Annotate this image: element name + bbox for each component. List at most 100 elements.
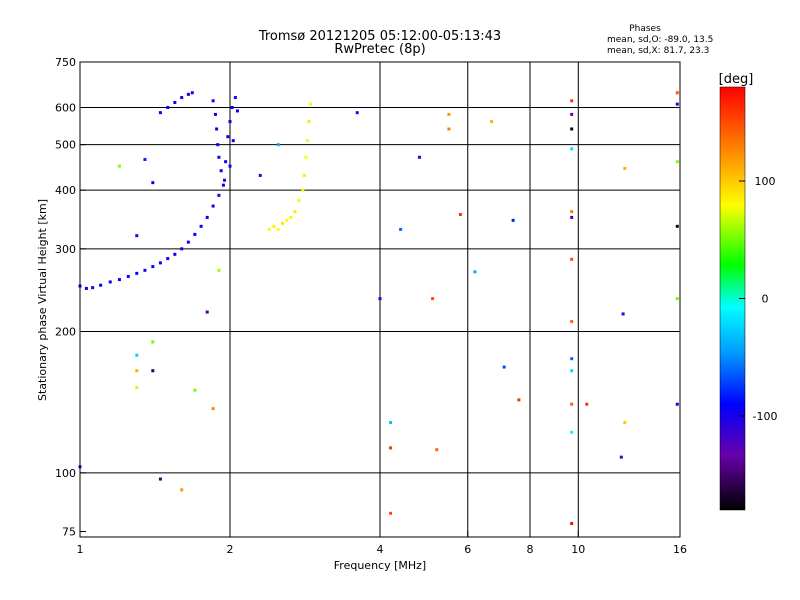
data-point xyxy=(158,261,162,265)
data-point xyxy=(389,446,393,450)
data-point xyxy=(355,111,359,115)
data-point xyxy=(211,407,215,411)
x-tick-label: 16 xyxy=(673,543,687,556)
x-tick-label: 6 xyxy=(464,543,471,556)
y-axis: 75 100 200 300 400 500 600 750 xyxy=(55,56,86,538)
data-point xyxy=(135,271,139,275)
data-point xyxy=(570,127,574,131)
colorbar-tick-label: 0 xyxy=(762,293,769,306)
data-point xyxy=(258,173,262,177)
data-point xyxy=(570,357,574,361)
data-point xyxy=(675,402,679,406)
data-point xyxy=(447,112,451,116)
data-point xyxy=(235,109,239,113)
x-tick-label: 4 xyxy=(377,543,384,556)
data-point xyxy=(135,353,139,357)
data-point xyxy=(173,252,177,256)
data-point xyxy=(231,139,235,143)
data-point xyxy=(308,102,312,106)
x-axis-label: Frequency [MHz] xyxy=(334,559,426,572)
data-point xyxy=(473,270,477,274)
data-point xyxy=(158,111,162,115)
data-point xyxy=(117,164,121,168)
data-point xyxy=(378,297,382,301)
data-point xyxy=(675,91,679,95)
data-point xyxy=(293,210,297,214)
colorbar-label: [deg] xyxy=(719,72,754,87)
data-point xyxy=(621,312,625,316)
data-point xyxy=(570,112,574,116)
data-point xyxy=(502,365,506,369)
x-tick-label: 1 xyxy=(77,543,84,556)
data-point xyxy=(223,178,227,182)
data-point xyxy=(213,112,217,116)
y-tick-label: 600 xyxy=(55,101,76,114)
data-point xyxy=(570,257,574,261)
data-point xyxy=(143,157,147,161)
data-point xyxy=(675,224,679,228)
data-point xyxy=(190,91,194,95)
data-point xyxy=(226,135,230,139)
y-tick-label: 300 xyxy=(55,243,76,256)
data-point xyxy=(205,310,209,314)
data-point xyxy=(272,224,276,228)
data-point xyxy=(173,100,177,104)
data-point xyxy=(570,430,574,434)
data-point xyxy=(211,204,215,208)
data-point xyxy=(570,402,574,406)
data-point xyxy=(570,320,574,324)
data-point xyxy=(193,388,197,392)
chart-subtitle: RwPretec (8p) xyxy=(334,42,425,57)
data-point xyxy=(276,143,280,147)
data-point xyxy=(435,448,439,452)
data-point xyxy=(233,96,237,100)
data-point xyxy=(570,521,574,525)
data-point xyxy=(281,221,285,225)
data-point xyxy=(675,160,679,164)
data-point xyxy=(193,232,197,236)
data-points xyxy=(78,91,679,525)
data-point xyxy=(84,286,88,290)
data-point xyxy=(199,224,203,228)
data-point xyxy=(417,155,421,159)
data-point xyxy=(511,218,515,222)
data-point xyxy=(217,268,221,272)
data-point xyxy=(224,160,228,164)
data-point xyxy=(675,102,679,106)
data-point xyxy=(215,127,219,131)
data-point xyxy=(399,227,403,231)
data-point xyxy=(151,181,155,185)
data-point xyxy=(186,92,190,96)
data-point xyxy=(623,420,627,424)
data-point xyxy=(289,215,293,219)
data-point xyxy=(151,369,155,373)
colorbar-tick-label: -100 xyxy=(753,410,778,423)
x-tick-label: 8 xyxy=(527,543,534,556)
data-point xyxy=(205,215,209,219)
x-tick-label: 2 xyxy=(227,543,234,556)
data-point xyxy=(108,280,112,284)
data-point xyxy=(143,268,147,272)
gridlines xyxy=(80,62,680,537)
data-point xyxy=(490,120,494,124)
data-point xyxy=(458,213,462,217)
y-tick-label: 400 xyxy=(55,184,76,197)
data-point xyxy=(135,385,139,389)
y-tick-label: 100 xyxy=(55,467,76,480)
data-point xyxy=(431,297,435,301)
data-point xyxy=(570,99,574,103)
data-point xyxy=(230,105,234,109)
data-point xyxy=(166,105,170,109)
data-point xyxy=(517,398,521,402)
data-point xyxy=(305,139,309,143)
data-point xyxy=(570,215,574,219)
data-point xyxy=(585,402,589,406)
y-tick-label: 200 xyxy=(55,326,76,339)
y-tick-label: 75 xyxy=(62,525,76,538)
data-point xyxy=(228,164,232,168)
y-axis-label: Stationary phase Virtual Height [km] xyxy=(36,199,49,401)
data-point xyxy=(180,96,184,100)
data-point xyxy=(216,143,220,147)
data-point xyxy=(158,477,162,481)
